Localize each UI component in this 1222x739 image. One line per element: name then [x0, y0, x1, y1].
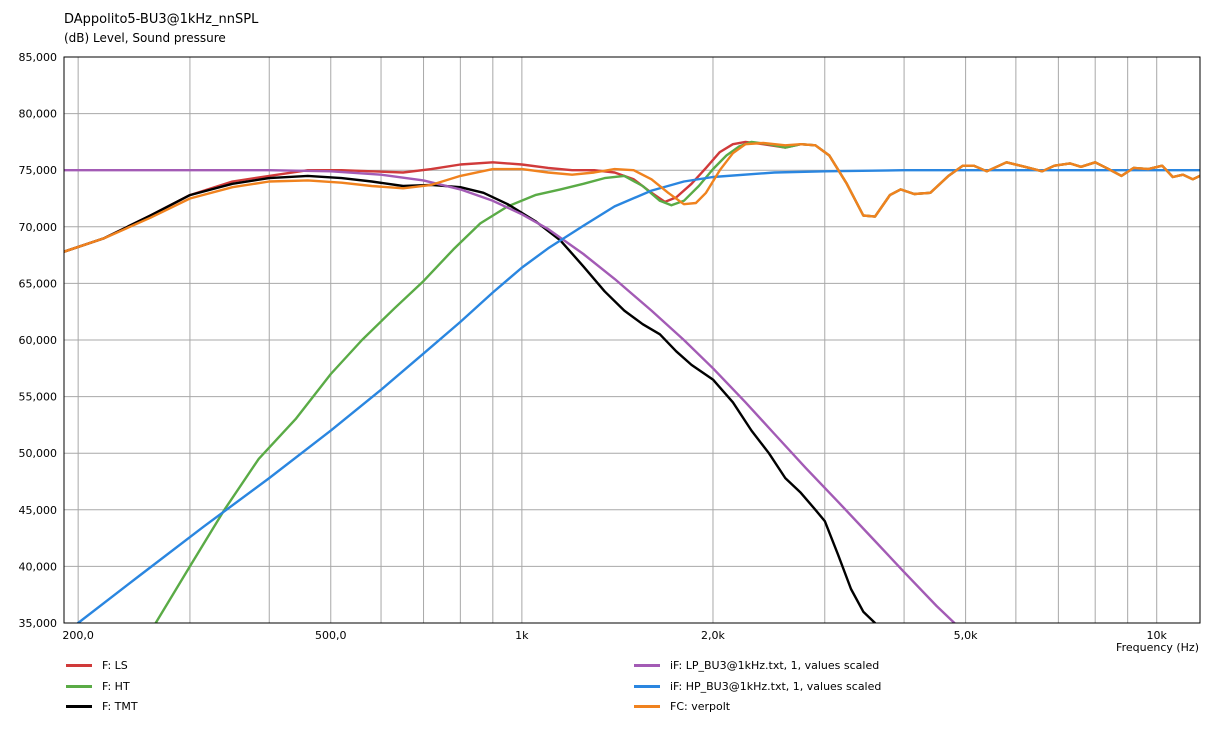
legend-label: iF: HP_BU3@1kHz.txt, 1, values scaled	[670, 680, 882, 693]
y-tick-label: 70,000	[19, 221, 58, 234]
series-layer	[64, 140, 1200, 623]
legend-label: FC: verpolt	[670, 700, 731, 713]
legend-swatch	[66, 664, 92, 667]
y-tick-label: 85,000	[19, 51, 58, 64]
legend-swatch	[66, 685, 92, 688]
series-line-1	[154, 140, 1200, 623]
legend-item: FC: verpolt	[634, 700, 730, 713]
y-axis-unit-label: (dB) Level, Sound pressure	[64, 31, 226, 45]
chart-title: DAppolito5-BU3@1kHz_nnSPL	[64, 12, 259, 27]
y-tick-labels: 85,000 80,000 75,000 70,000 65,000 60,000 55,0…	[19, 51, 58, 630]
x-tick-label: 10k	[1147, 629, 1168, 642]
legend-label: F: TMT	[102, 700, 138, 713]
y-tick-label: 55,000	[19, 391, 58, 404]
legend-item: iF: HP_BU3@1kHz.txt, 1, values scaled	[634, 680, 881, 693]
legend-label: iF: LP_BU3@1kHz.txt, 1, values scaled	[670, 659, 880, 672]
grid	[64, 56, 1200, 624]
legend-swatch	[634, 664, 660, 667]
y-tick-label: 65,000	[19, 277, 58, 290]
legend-item: F: LS	[66, 659, 128, 672]
x-tick-label: 5,0k	[954, 629, 978, 642]
series-line-2	[64, 174, 877, 623]
y-tick-label: 50,000	[19, 447, 58, 460]
series-line-5	[64, 141, 1200, 253]
series-line-0	[64, 140, 1200, 253]
y-tick-label: 45,000	[19, 504, 58, 517]
legend-label: F: HT	[102, 680, 130, 693]
plot-frame	[63, 56, 1201, 624]
series-line-3	[64, 168, 956, 623]
y-tick-label: 75,000	[19, 164, 58, 177]
x-axis-label: Frequency (Hz)	[1116, 641, 1199, 654]
legend-item: iF: LP_BU3@1kHz.txt, 1, values scaled	[634, 659, 879, 672]
legend-swatch	[634, 685, 660, 688]
legend-item: F: TMT	[66, 700, 138, 713]
x-tick-label: 2,0k	[701, 629, 725, 642]
legend-swatch	[66, 705, 92, 708]
x-tick-label: 500,0	[315, 629, 347, 642]
x-tick-label: 1k	[515, 629, 529, 642]
y-tick-label: 80,000	[19, 108, 58, 121]
legend-swatch	[634, 705, 660, 708]
y-tick-label: 35,000	[19, 617, 58, 630]
x-tick-label: 200,0	[62, 629, 94, 642]
legend-label: F: LS	[102, 659, 128, 672]
legend-item: F: HT	[66, 680, 130, 693]
series-line-4	[76, 168, 1200, 623]
x-tick-labels: 200,0 500,0 1k 2,0k 5,0k 10k	[62, 629, 1167, 642]
y-tick-label: 40,000	[19, 560, 58, 573]
y-tick-label: 60,000	[19, 334, 58, 347]
